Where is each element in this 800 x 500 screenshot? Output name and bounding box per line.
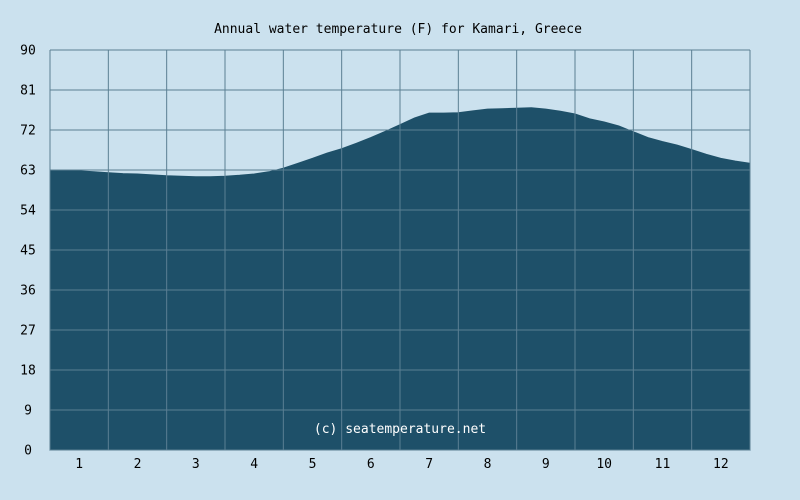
y-axis: 0 9 18 27 36 45 54 63 72 81 90 xyxy=(20,44,36,459)
y-tick-label: 54 xyxy=(20,204,36,219)
y-tick-label: 81 xyxy=(20,84,36,99)
y-tick-label: 18 xyxy=(20,364,36,379)
y-tick-label: 90 xyxy=(20,44,36,59)
x-axis: 1 2 3 4 5 6 7 8 9 10 11 12 xyxy=(75,457,728,472)
y-tick-label: 36 xyxy=(20,284,36,299)
x-tick-label: 2 xyxy=(134,457,142,472)
x-tick-label: 8 xyxy=(484,457,492,472)
y-tick-label: 27 xyxy=(20,324,36,339)
x-tick-label: 6 xyxy=(367,457,375,472)
chart-title: Annual water temperature (F) for Kamari,… xyxy=(214,22,582,37)
x-tick-label: 4 xyxy=(250,457,258,472)
y-tick-label: 63 xyxy=(20,164,36,179)
x-tick-label: 12 xyxy=(713,457,729,472)
credit-watermark: (c) seatemperature.net xyxy=(314,422,486,437)
x-tick-label: 1 xyxy=(75,457,83,472)
x-tick-label: 10 xyxy=(596,457,612,472)
x-tick-label: 7 xyxy=(425,457,433,472)
y-tick-label: 9 xyxy=(24,404,32,419)
y-tick-label: 72 xyxy=(20,124,36,139)
y-tick-label: 45 xyxy=(20,244,36,259)
y-tick-label: 0 xyxy=(24,444,32,459)
x-tick-label: 11 xyxy=(655,457,671,472)
grid-layer xyxy=(49,49,751,451)
x-tick-label: 9 xyxy=(542,457,550,472)
x-tick-label: 3 xyxy=(192,457,200,472)
x-tick-label: 5 xyxy=(309,457,317,472)
